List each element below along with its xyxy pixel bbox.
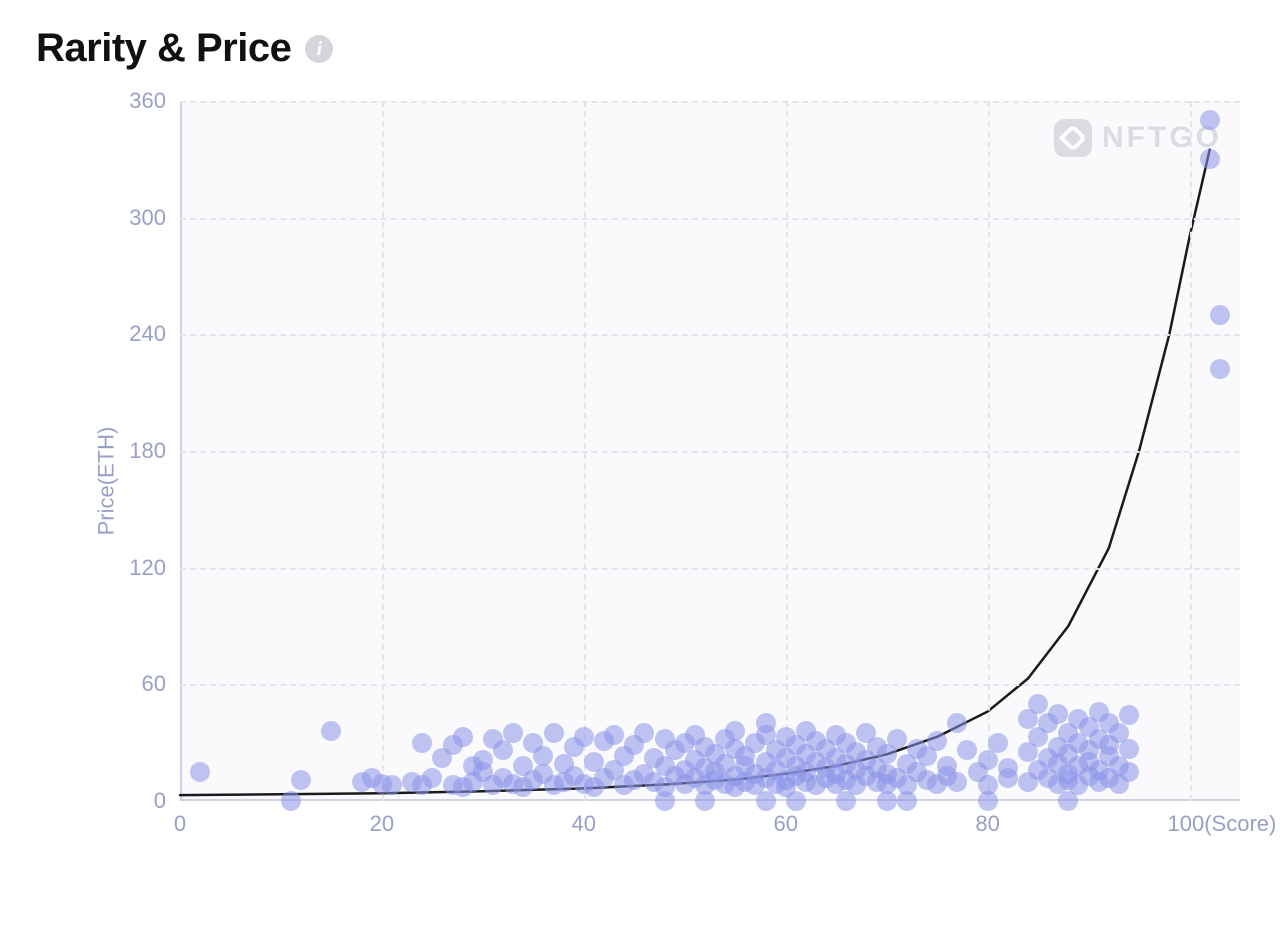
data-point[interactable] [1210,359,1230,379]
data-point[interactable] [978,750,998,770]
gridline-v [382,101,384,801]
data-point[interactable] [725,721,745,741]
gridline-h [180,334,1240,336]
data-point[interactable] [1200,110,1220,130]
y-axis-label: Price(ETH) [93,427,119,536]
data-point[interactable] [544,723,564,743]
x-tick-label: 60 [773,811,797,837]
data-point[interactable] [988,733,1008,753]
data-point[interactable] [321,721,341,741]
y-tick-label: 60 [142,671,180,697]
data-point[interactable] [877,791,897,811]
data-point[interactable] [756,713,776,733]
data-point[interactable] [695,791,715,811]
data-point[interactable] [978,791,998,811]
gridline-v [786,101,788,801]
data-point[interactable] [533,746,553,766]
data-point[interactable] [897,791,917,811]
data-point[interactable] [927,731,947,751]
x-tick-label: 0 [174,811,186,837]
x-tick-label: 80 [975,811,999,837]
data-point[interactable] [1048,704,1068,724]
data-point[interactable] [412,733,432,753]
y-tick-label: 360 [129,88,180,114]
gridline-h [180,451,1240,453]
data-point[interactable] [473,750,493,770]
data-point[interactable] [281,791,301,811]
plot-area[interactable]: NFTGO 060120180240300360020406080100(Sco… [180,101,1240,801]
gridline-v [988,101,990,801]
data-point[interactable] [947,772,967,792]
chart-container: Price(ETH) NFTGO 06012018024030036002040… [60,101,1250,861]
gridline-v [1190,101,1192,801]
info-icon[interactable]: i [305,35,333,63]
data-point[interactable] [957,740,977,760]
data-point[interactable] [655,791,675,811]
chart-header: Rarity & Price i [36,26,1250,71]
data-point[interactable] [1200,149,1220,169]
data-point[interactable] [190,762,210,782]
data-point[interactable] [998,768,1018,788]
data-point[interactable] [756,791,776,811]
gridline-h [180,218,1240,220]
gridline-h [180,568,1240,570]
y-tick-label: 120 [129,555,180,581]
x-tick-label-with-unit: 100(Score) [1168,811,1277,837]
data-point[interactable] [887,729,907,749]
data-point[interactable] [503,723,523,743]
y-tick-label: 240 [129,321,180,347]
data-point[interactable] [1119,739,1139,759]
data-point[interactable] [291,770,311,790]
data-point[interactable] [382,775,402,795]
data-point[interactable] [634,723,654,743]
gridline-h [180,684,1240,686]
gridline-h [180,101,1240,103]
x-tick-label: 40 [572,811,596,837]
page-root: Rarity & Price i Price(ETH) NFTGO 060120… [0,0,1280,943]
x-tick-label: 20 [370,811,394,837]
data-point[interactable] [574,727,594,747]
data-point[interactable] [422,768,442,788]
data-point[interactable] [947,713,967,733]
data-point[interactable] [1028,694,1048,714]
y-tick-label: 300 [129,205,180,231]
y-tick-label: 180 [129,438,180,464]
gridline-v [584,101,586,801]
data-point[interactable] [453,727,473,747]
data-point[interactable] [1119,705,1139,725]
data-point[interactable] [604,725,624,745]
data-point[interactable] [786,791,806,811]
chart-title: Rarity & Price [36,26,291,71]
data-point[interactable] [1210,305,1230,325]
data-point[interactable] [1119,762,1139,782]
data-point[interactable] [493,740,513,760]
